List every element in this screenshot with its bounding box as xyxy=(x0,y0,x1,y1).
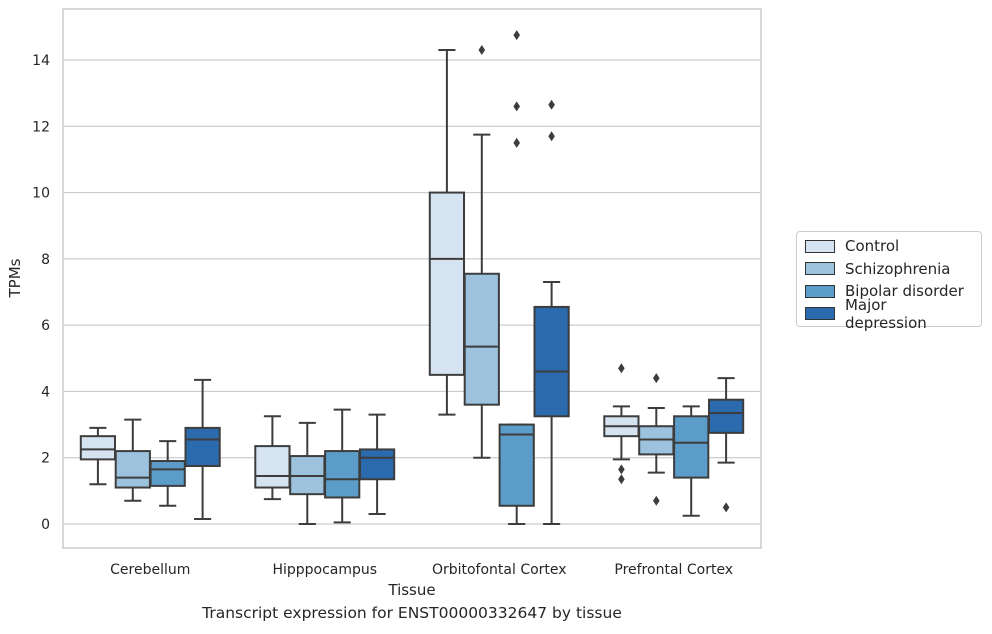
outlier-point xyxy=(548,131,555,142)
box-body xyxy=(114,450,151,489)
box-body xyxy=(184,426,221,467)
y-axis-label: TPMs xyxy=(6,258,24,298)
box-3-3 xyxy=(707,377,745,513)
legend-label-schizophrenia: Schizophrenia xyxy=(845,259,951,278)
x-tick-label-3: Prefrontal Cortex xyxy=(614,562,733,578)
outlier-point xyxy=(513,137,520,148)
legend-swatch-control xyxy=(805,239,835,253)
box-3-1 xyxy=(638,373,675,506)
box-body xyxy=(149,460,186,487)
outlier-point xyxy=(513,30,520,41)
y-tick-labels: 0 2 4 6 8 10 12 14 xyxy=(32,53,50,533)
box-1-0 xyxy=(254,415,291,501)
outlier-point xyxy=(618,474,625,485)
outlier-point xyxy=(653,373,660,384)
box-1-1 xyxy=(289,421,326,525)
outlier-point xyxy=(653,495,660,506)
box-body xyxy=(498,423,535,507)
box-0-1 xyxy=(114,418,151,502)
outlier-point xyxy=(513,101,520,112)
y-tick-label-8: 8 xyxy=(41,252,50,268)
y-tick-label-6: 6 xyxy=(41,318,50,334)
plot-area-frame xyxy=(62,8,762,549)
box-body xyxy=(324,450,361,499)
box-body xyxy=(673,415,710,479)
outlier-point xyxy=(618,464,625,475)
legend-item-schizophrenia: Schizophrenia xyxy=(805,258,973,281)
legend-swatch-major-depression xyxy=(805,307,835,321)
box-0-2 xyxy=(149,440,186,507)
box-3-0 xyxy=(603,363,640,485)
box-body xyxy=(358,448,396,481)
outlier-point xyxy=(478,45,486,56)
box-1-2 xyxy=(324,408,361,524)
legend: Control Schizophrenia Bipolar disorder M… xyxy=(796,231,982,332)
legend-swatch-bipolar-disorder xyxy=(805,284,835,298)
x-tick-label-1: Hipppocampus xyxy=(272,562,377,578)
x-tick-label-0: Cerebellum xyxy=(110,562,190,578)
box-body xyxy=(533,305,570,418)
legend-item-control: Control xyxy=(805,235,973,258)
gridlines xyxy=(63,59,761,525)
boxes xyxy=(79,30,745,525)
box-1-3 xyxy=(358,413,396,516)
x-tick-label-2: Orbitofontal Cortex xyxy=(432,562,567,578)
outlier-point xyxy=(618,363,625,374)
y-tick-label-2: 2 xyxy=(41,451,50,467)
box-2-3 xyxy=(533,99,570,525)
y-tick-label-0: 0 xyxy=(41,517,50,533)
box-body xyxy=(254,445,291,489)
legend-item-major-depression: Major depression xyxy=(805,296,973,332)
outlier-point xyxy=(548,99,555,110)
box-0-0 xyxy=(79,426,117,486)
box-2-0 xyxy=(428,49,466,416)
x-axis-label: Tissue xyxy=(387,581,435,599)
chart-caption: Transcript expression for ENST0000033264… xyxy=(202,604,622,622)
legend-label-major-depression: Major depression xyxy=(844,295,927,332)
box-body xyxy=(707,398,745,434)
box-2-1 xyxy=(463,45,500,459)
box-2-2 xyxy=(498,30,535,525)
box-3-2 xyxy=(673,405,710,517)
box-body xyxy=(463,272,500,406)
outlier-point xyxy=(722,502,730,513)
box-0-3 xyxy=(184,378,221,521)
legend-item-bipolar-disorder: Bipolar disorder xyxy=(805,280,973,303)
y-tick-label-14: 14 xyxy=(32,53,50,69)
legend-label-control: Control xyxy=(845,237,900,256)
x-tick-labels: Cerebellum Hipppocampus Orbitofontal Corte… xyxy=(110,562,733,578)
box-body xyxy=(79,435,117,461)
y-tick-label-4: 4 xyxy=(41,384,50,400)
y-tick-label-10: 10 xyxy=(32,186,50,202)
y-tick-label-12: 12 xyxy=(32,119,50,135)
box-body xyxy=(428,191,466,376)
legend-swatch-schizophrenia xyxy=(805,262,835,276)
legend-label-bipolar-disorder: Bipolar disorder xyxy=(845,282,964,301)
